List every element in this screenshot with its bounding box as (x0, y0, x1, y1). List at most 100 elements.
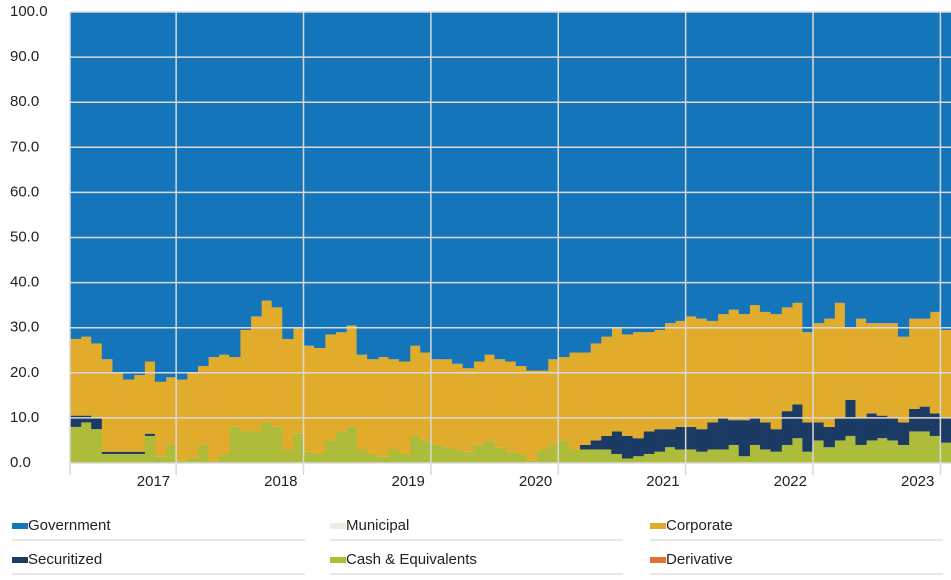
bar-segment (324, 440, 336, 463)
bar-segment (165, 444, 177, 463)
bar-segment (250, 12, 262, 317)
bar-segment (547, 444, 559, 463)
bar-segment (590, 440, 602, 450)
bar-segment (314, 12, 326, 348)
bar-segment (399, 12, 411, 362)
bar-segment (929, 435, 941, 463)
bar-segment (239, 12, 252, 330)
bar-segment (568, 449, 581, 463)
bar-segment (834, 302, 846, 418)
bar-segment (515, 453, 528, 463)
bar-segment (781, 444, 793, 463)
legend-swatch (330, 523, 346, 529)
bar-segment (526, 460, 538, 463)
x-tick-label: 2018 (264, 473, 297, 490)
bar-segment (91, 417, 103, 430)
bar-segment (611, 12, 623, 328)
bar-segment (728, 420, 740, 445)
bar-segment (706, 422, 719, 450)
bar-segment (717, 12, 729, 315)
bar-segment (537, 12, 549, 371)
bar-segment (229, 426, 241, 463)
bar-segment (282, 338, 294, 450)
bar-segment (250, 431, 262, 463)
y-tick-label: 100.0 (10, 3, 48, 20)
bar-segment (696, 451, 708, 463)
bar-segment (101, 453, 114, 463)
bar-segment (823, 12, 835, 319)
bar-segment (197, 444, 209, 463)
bar-segment (314, 347, 326, 454)
bar-segment (611, 327, 623, 432)
bar-segment (123, 451, 135, 454)
bar-segment (282, 449, 294, 463)
bar-segment (643, 332, 655, 432)
bar-segment (494, 447, 506, 463)
bar-segment (271, 12, 283, 308)
bar-segment (876, 12, 888, 324)
bar-segment (473, 12, 485, 362)
legend-label: Derivative (666, 551, 733, 568)
bar-segment (738, 456, 750, 463)
bar-segment (80, 415, 92, 423)
bar-segment (929, 311, 941, 414)
bar-segment (335, 431, 347, 463)
bar-segment (388, 449, 400, 463)
bar-segment (505, 12, 517, 362)
bar-segment (112, 372, 124, 452)
bar-segment (929, 413, 941, 436)
bar-segment (590, 449, 602, 463)
bar-segment (728, 444, 740, 463)
bar-segment (791, 438, 803, 463)
bar-segment (430, 359, 443, 445)
bar-segment (759, 449, 772, 463)
bar-segment (940, 442, 951, 463)
bar-segment (632, 438, 644, 457)
bar-segment (653, 12, 666, 330)
bar-segment (292, 327, 305, 434)
bar-segment (887, 12, 899, 324)
bar-segment (218, 354, 230, 454)
bar-segment (866, 12, 878, 324)
bar-segment (420, 440, 432, 463)
bar-segment (356, 354, 368, 450)
bar-segment (908, 12, 920, 319)
bar-segment (420, 352, 432, 441)
bar-segment (176, 460, 188, 463)
bar-segment (675, 12, 687, 321)
bar-segment (441, 359, 453, 448)
bar-segment (80, 336, 92, 416)
bar-segment (600, 12, 612, 337)
bar-segment (579, 352, 591, 445)
y-tick-label: 50.0 (10, 228, 39, 245)
bar-segment (558, 357, 570, 441)
bar-segment (653, 329, 666, 430)
bar-segment (802, 451, 814, 463)
bar-segment (887, 323, 899, 418)
bar-segment (154, 12, 167, 382)
bar-segment (802, 12, 814, 333)
bar-segment (70, 415, 82, 427)
bar-segment (791, 302, 803, 405)
bar-segment (367, 453, 379, 463)
bar-segment (802, 332, 814, 423)
y-tick-label: 80.0 (10, 93, 39, 110)
bar-segment (112, 453, 124, 463)
bar-segment (473, 444, 485, 463)
bar-segment (919, 12, 931, 319)
bar-segment (929, 12, 941, 312)
bar-segment (335, 12, 347, 333)
bar-segment (759, 311, 772, 423)
bar-segment (430, 12, 443, 360)
bar-segment (664, 429, 676, 448)
bar-segment (908, 318, 920, 409)
bar-segment (781, 12, 793, 308)
bar-segment (813, 440, 825, 463)
bar-segment (855, 444, 867, 463)
y-tick-label: 60.0 (10, 183, 39, 200)
bar-segment (611, 431, 623, 454)
bar-segment (664, 447, 676, 463)
bar-segment (834, 417, 846, 441)
bar-segment (728, 12, 740, 310)
